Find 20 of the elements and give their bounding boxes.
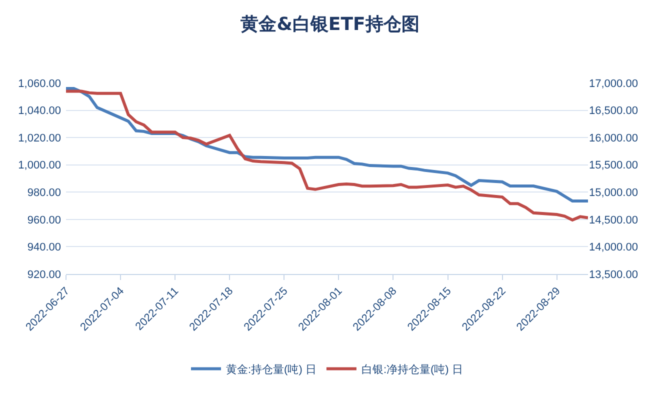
y2-tick-label: 14,500.00 xyxy=(589,214,638,226)
y-tick-label: 1,060.00 xyxy=(18,78,61,90)
y-tick-label: 980.00 xyxy=(27,186,61,199)
y2-tick-label: 15,500.00 xyxy=(589,160,638,172)
y-tick-label: 1,000.00 xyxy=(18,160,61,172)
y2-tick-label: 16,000.00 xyxy=(589,132,638,144)
y2-tick-label: 13,500.00 xyxy=(589,268,638,281)
y-tick-label: 1,040.00 xyxy=(18,105,61,118)
legend-label: 黄金:持仓量(吨) 日 xyxy=(226,363,316,376)
y-tick-label: 920.00 xyxy=(27,268,61,281)
line-series xyxy=(66,90,588,222)
legend-label: 白银:净持仓量(吨) 日 xyxy=(361,363,463,376)
y2-tick-label: 17,000.00 xyxy=(589,78,638,90)
y2-tick-label: 14,000.00 xyxy=(589,242,638,254)
chart-title: 黄金&白银ETF持仓图 xyxy=(240,14,420,35)
y-tick-label: 940.00 xyxy=(27,242,61,254)
y-tick-label: 1,020.00 xyxy=(18,132,61,144)
y-tick-label: 960.00 xyxy=(27,214,61,226)
y2-tick-label: 16,500.00 xyxy=(589,105,638,118)
y2-tick-label: 15,000.00 xyxy=(589,186,638,199)
